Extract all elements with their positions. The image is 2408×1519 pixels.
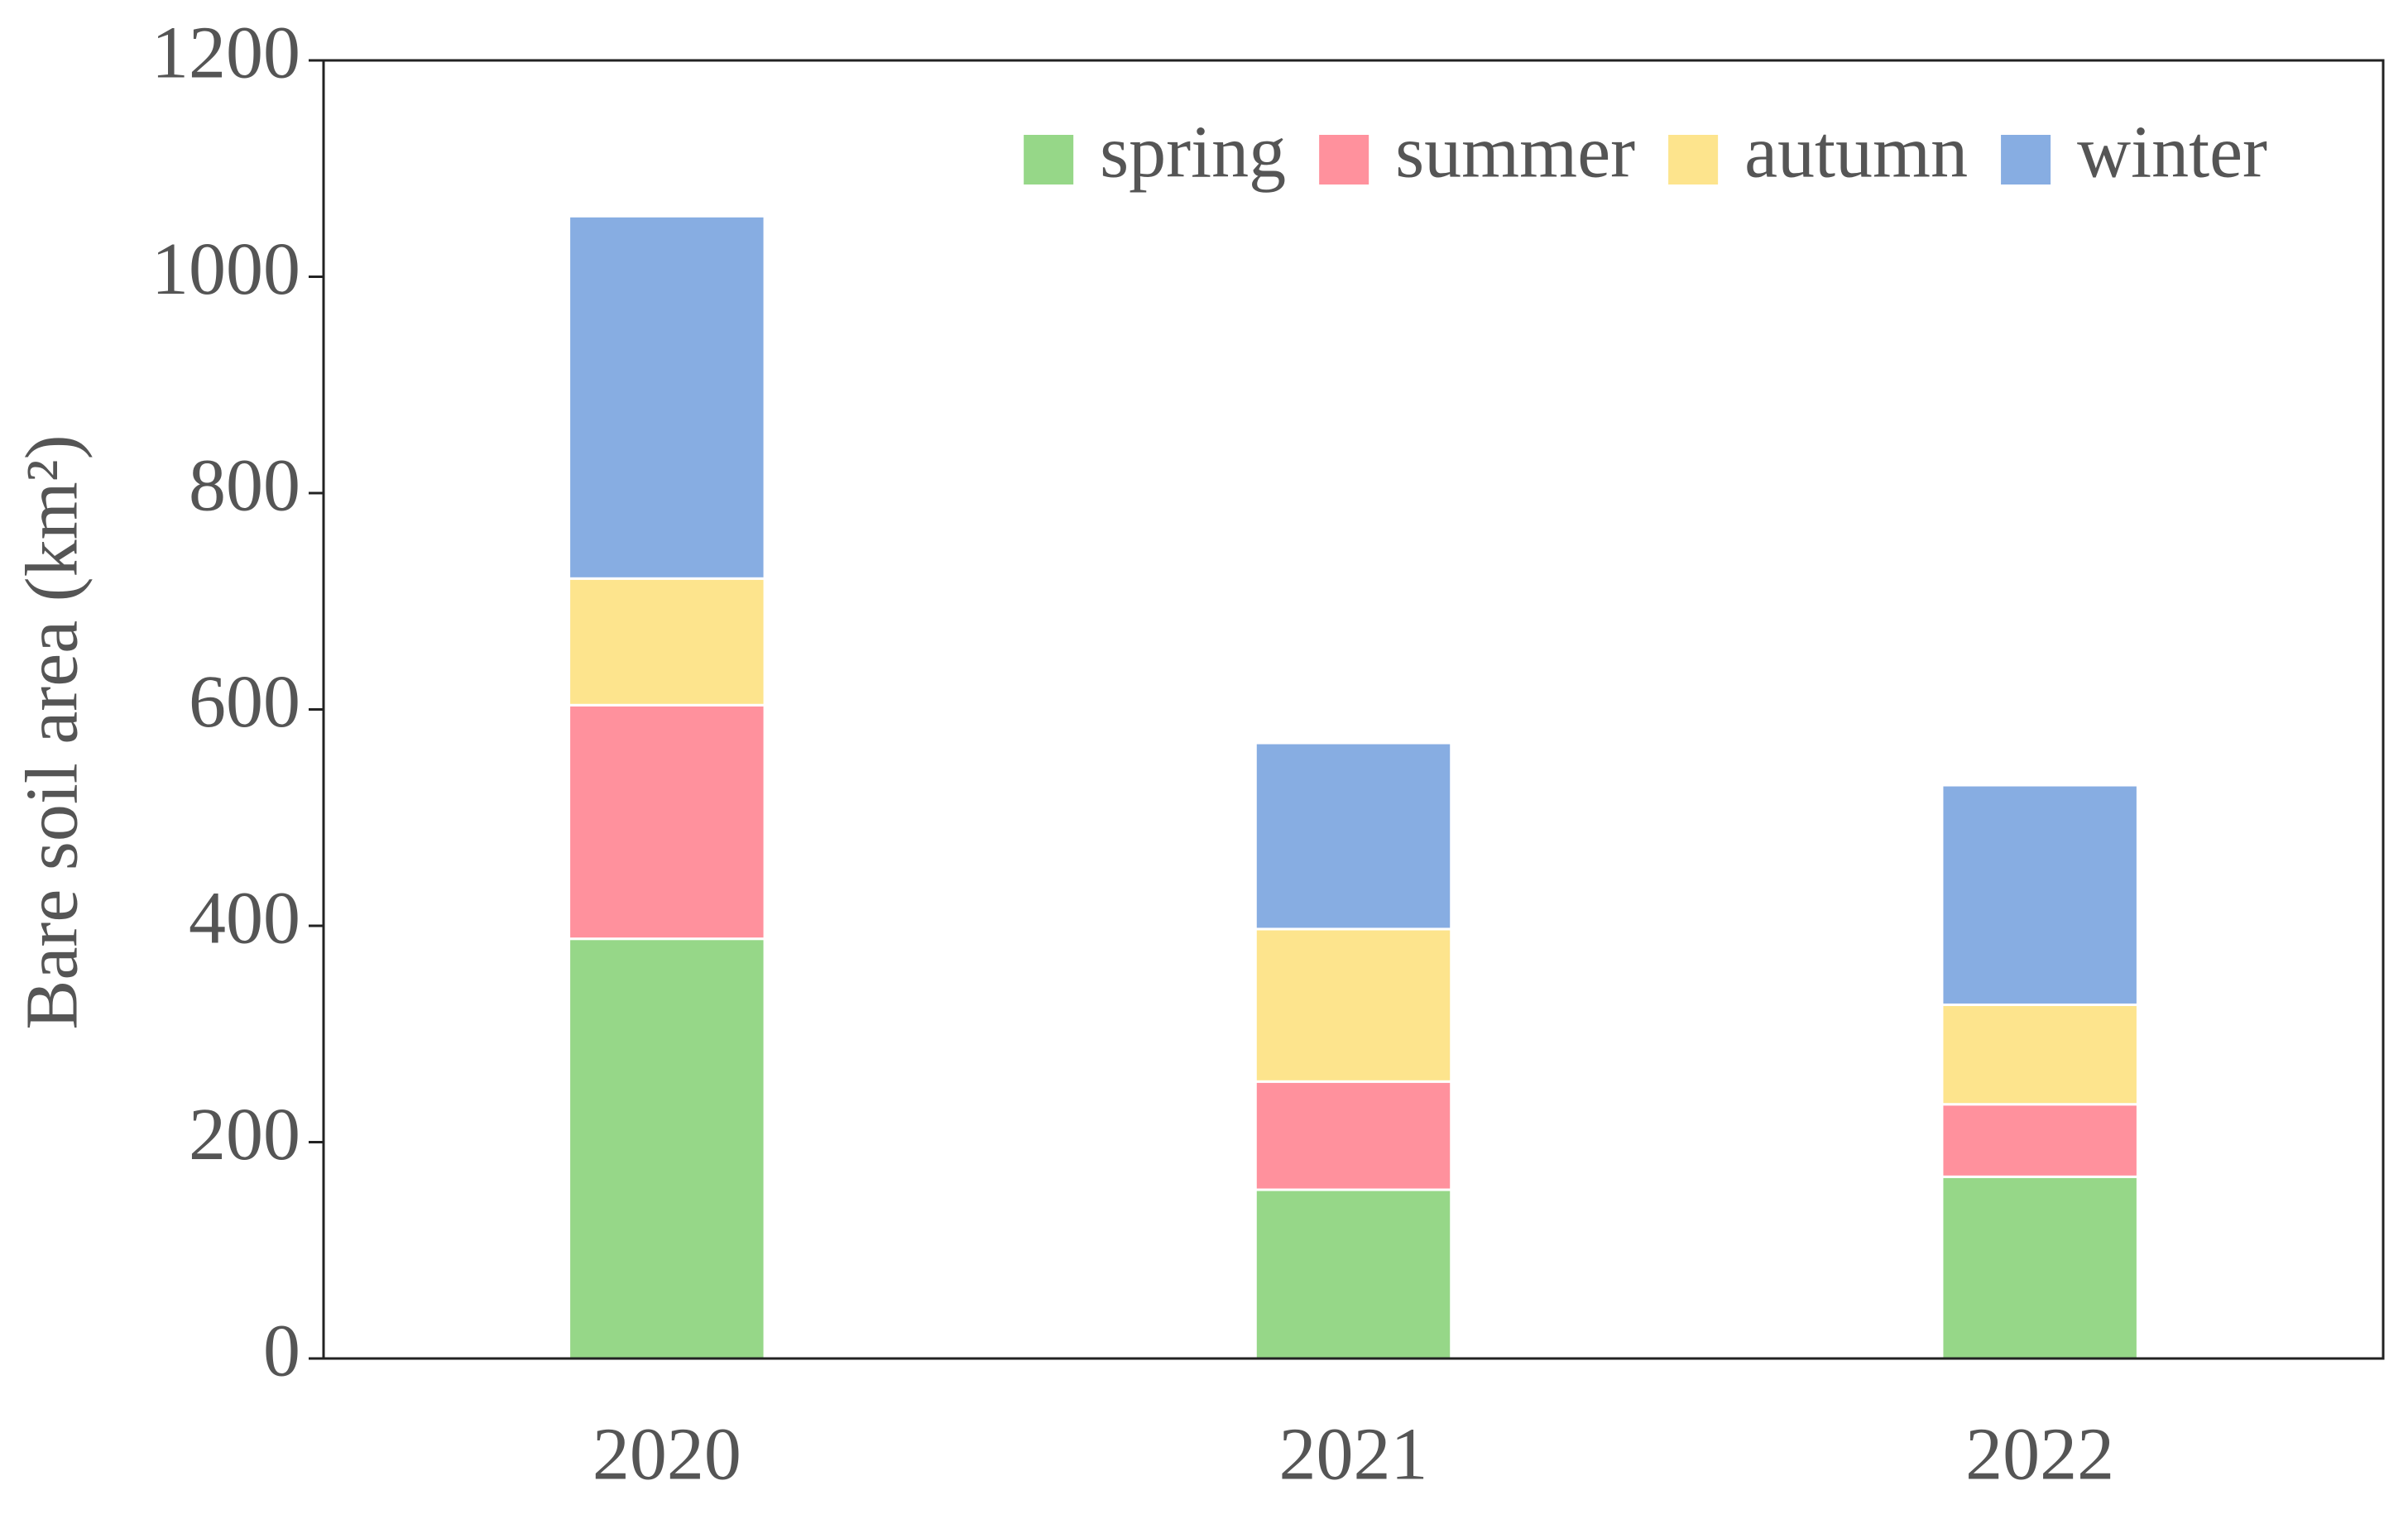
legend-item: spring: [1024, 112, 1286, 194]
legend-swatch: [1024, 135, 1074, 184]
bar-segment: [1940, 783, 2139, 1006]
bar-segment: [1254, 741, 1453, 931]
legend-swatch: [1319, 135, 1369, 184]
bar-segment: [1254, 1080, 1453, 1191]
y-tick-label: 1000: [151, 228, 300, 310]
legend-swatch: [1668, 135, 1719, 184]
y-tick-label: 600: [189, 661, 300, 743]
legend-item: winter: [2001, 112, 2267, 194]
legend-label: autumn: [1744, 112, 1968, 194]
legend-swatch: [2001, 135, 2051, 184]
bar-segment: [1254, 927, 1453, 1083]
x-tick-label: 2021: [1279, 1414, 1428, 1496]
y-tick-label: 400: [189, 878, 300, 960]
x-tick-label: 2022: [1965, 1414, 2114, 1496]
legend-label: winter: [2077, 112, 2267, 194]
bar-segment: [1254, 1188, 1453, 1360]
y-tick-label: 0: [263, 1311, 300, 1392]
bar-segment: [568, 214, 766, 580]
bar-segment: [1940, 1003, 2139, 1106]
y-axis-title: Bare soil area (km²): [12, 434, 94, 1029]
x-tick-label: 2020: [592, 1414, 741, 1496]
y-tick-label: 800: [189, 445, 300, 527]
legend-label: summer: [1395, 112, 1635, 194]
y-tick-label: 200: [189, 1094, 300, 1176]
bar-segment: [568, 703, 766, 941]
bar-segment: [1940, 1103, 2139, 1178]
y-tick-label: 1200: [151, 12, 300, 94]
bar-segment: [568, 937, 766, 1360]
legend-item: autumn: [1668, 112, 1968, 194]
legend-item: summer: [1319, 112, 1635, 194]
bar-segment: [1940, 1175, 2139, 1360]
plot-frame: [322, 59, 2385, 1360]
legend-label: spring: [1100, 112, 1286, 194]
bar-segment: [568, 577, 766, 707]
